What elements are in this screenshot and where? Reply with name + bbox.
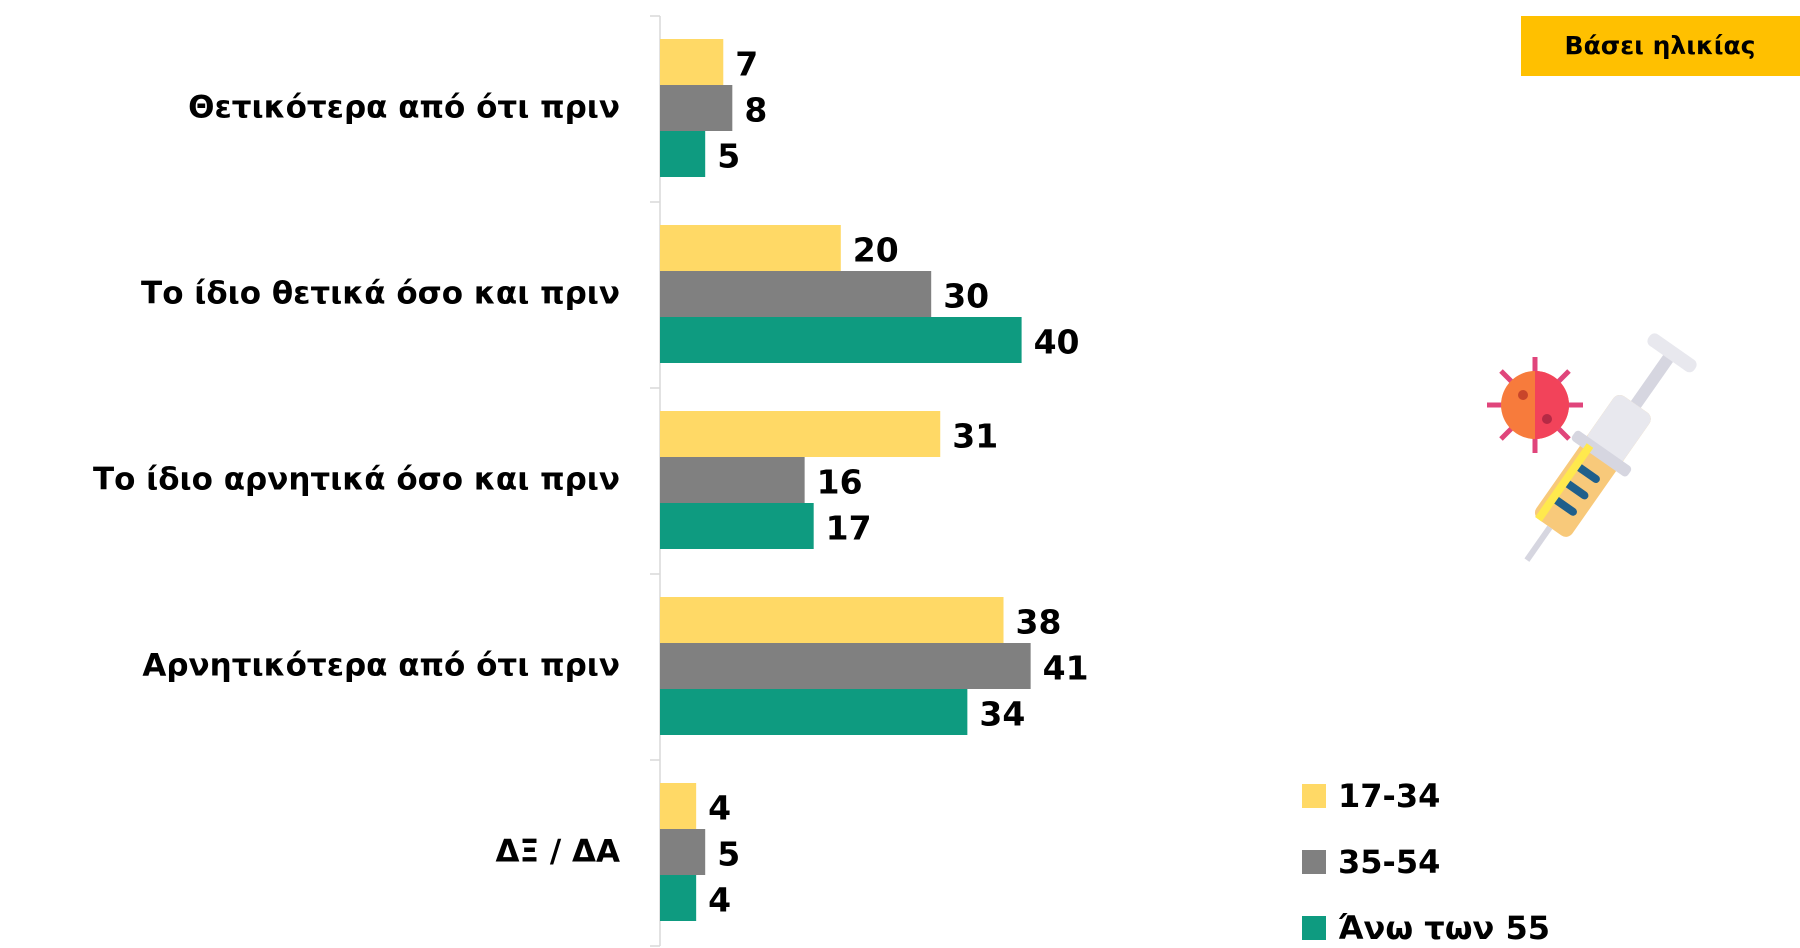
bar (660, 829, 706, 875)
value-label: 7 (735, 45, 758, 84)
bar (660, 783, 697, 829)
bar (660, 689, 968, 735)
value-label: 40 (1034, 323, 1080, 362)
value-label: 8 (744, 91, 767, 130)
legend-swatch (1302, 916, 1326, 940)
category-label: Αρνητικότερα από ότι πριν (142, 648, 620, 684)
category-label: Θετικότερα από ότι πριν (188, 90, 620, 126)
bar (660, 317, 1022, 363)
value-label: 20 (853, 231, 899, 270)
bar (660, 39, 724, 85)
legend-label: 17-34 (1338, 777, 1440, 815)
legend-swatch (1302, 784, 1326, 808)
value-label: 16 (817, 463, 863, 502)
value-label: 17 (826, 509, 872, 548)
legend-label: Άνω των 55 (1338, 909, 1550, 947)
value-label: 5 (717, 137, 740, 176)
bar (660, 597, 1004, 643)
value-label: 30 (943, 277, 989, 316)
bar (660, 411, 941, 457)
category-label: Το ίδιο αρνητικά όσο και πριν (93, 462, 620, 498)
bar (660, 875, 697, 921)
legend-swatch (1302, 850, 1326, 874)
value-label: 31 (952, 417, 998, 456)
legend-label: 35-54 (1338, 843, 1440, 881)
category-label: ΔΞ / ΔΑ (496, 834, 620, 870)
bar (660, 271, 932, 317)
bar (660, 457, 805, 503)
value-label: 38 (1016, 603, 1062, 642)
bar (660, 503, 814, 549)
badge: Βάσει ηλικίας (1565, 31, 1756, 60)
value-label: 34 (979, 695, 1025, 734)
value-label: 5 (717, 835, 740, 874)
bar (660, 225, 841, 271)
value-label: 4 (708, 881, 731, 920)
icon (1487, 333, 1697, 562)
bar (660, 131, 706, 177)
value-label: 41 (1043, 649, 1089, 688)
bar (660, 643, 1031, 689)
category-label: Το ίδιο θετικά όσο και πριν (141, 276, 620, 312)
value-label: 4 (708, 789, 731, 828)
badge-box (1521, 16, 1800, 76)
bar (660, 85, 733, 131)
